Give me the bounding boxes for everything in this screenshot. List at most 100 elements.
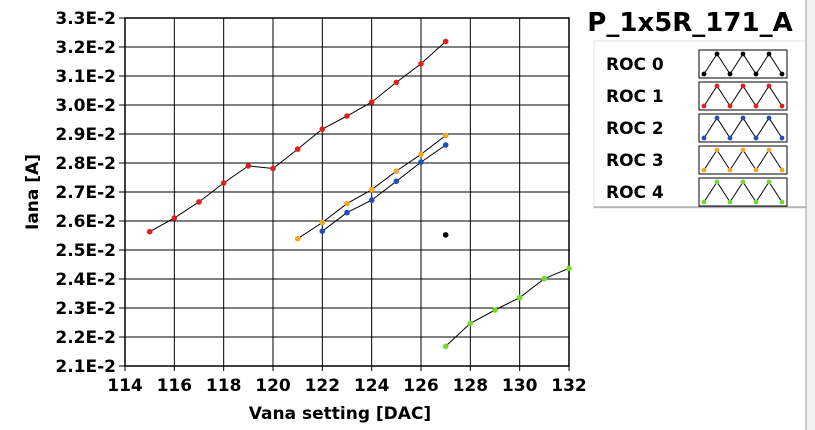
data-point	[393, 178, 400, 185]
y-tick-label: 3.2E-2	[55, 38, 116, 58]
data-point	[368, 197, 375, 203]
x-tick-label: 120	[255, 376, 291, 396]
y-tick-label: 2.3E-2	[55, 299, 116, 319]
y-tick-label: 2.7E-2	[55, 183, 116, 203]
data-point	[516, 294, 523, 301]
y-tick-label: 2.8E-2	[55, 154, 116, 174]
legend-swatch-marker	[714, 115, 720, 121]
x-axis-ticks: 114 116 118 120 122 124 126 128 130 132	[107, 366, 587, 396]
data-point	[294, 146, 301, 152]
series-roc-2	[319, 142, 449, 234]
y-axis-ticks: 2.1E-2 2.2E-2 2.3E-2 2.4E-2 2.5E-2 2.6E-2 2.7E…	[55, 9, 125, 377]
legend-swatch-marker	[727, 167, 733, 173]
legend-swatch-marker	[714, 147, 720, 153]
y-axis-title: Iana [A]	[23, 154, 43, 230]
series-roc-3	[294, 132, 449, 242]
series-line	[321, 144, 446, 232]
data-point	[344, 209, 350, 216]
legend-swatch-marker	[714, 51, 720, 57]
data-point	[368, 186, 375, 193]
x-tick-label: 122	[305, 376, 341, 396]
legend-item-roc-4[interactable]: ROC 4	[606, 177, 788, 207]
legend-item-roc-1[interactable]: ROC 1	[606, 81, 788, 111]
x-tick-label: 126	[403, 376, 439, 396]
data-point	[344, 113, 350, 119]
scrollbar[interactable]	[805, 0, 815, 430]
legend-swatch-marker	[727, 71, 733, 77]
legend-swatch-marker	[766, 83, 772, 89]
legend-label: ROC 3	[606, 151, 664, 171]
data-point	[368, 99, 375, 105]
series-roc-1	[146, 38, 449, 235]
legend-swatch-marker	[779, 71, 785, 77]
legend: ROC 0 ROC 1 ROC 2 ROC 3 ROC 4	[593, 40, 807, 209]
legend-swatch-marker	[753, 167, 759, 173]
legend-swatch-marker	[727, 199, 733, 205]
data-point	[319, 228, 326, 234]
legend-swatch-marker	[753, 199, 759, 205]
legend-swatch-marker	[740, 179, 746, 185]
legend-label: ROC 4	[606, 183, 664, 203]
legend-swatch-marker	[740, 83, 746, 89]
x-tick-label: 116	[157, 376, 193, 396]
data-point	[442, 343, 449, 350]
x-tick-label: 124	[354, 376, 390, 396]
data-point	[344, 200, 350, 207]
plot-area	[146, 38, 572, 350]
data-point	[245, 163, 252, 169]
data-point	[196, 199, 202, 205]
data-point	[393, 79, 400, 86]
legend-swatch-marker	[766, 115, 772, 121]
data-point	[220, 180, 227, 186]
data-point	[319, 126, 326, 132]
y-tick-label: 2.9E-2	[55, 125, 116, 145]
x-tick-label: 132	[551, 376, 587, 396]
data-point	[541, 275, 548, 282]
data-point	[467, 320, 474, 327]
y-tick-label: 2.4E-2	[55, 270, 116, 290]
series-roc-0	[442, 232, 449, 238]
data-point	[418, 61, 424, 67]
legend-label: ROC 1	[606, 87, 664, 107]
data-point	[393, 168, 400, 174]
x-tick-label: 114	[107, 376, 143, 396]
legend-swatch-marker	[727, 135, 733, 141]
y-tick-label: 3.3E-2	[55, 9, 116, 29]
legend-swatch-marker	[740, 115, 746, 121]
legend-swatch-marker	[701, 71, 707, 77]
data-point	[171, 215, 178, 221]
data-point	[442, 132, 449, 139]
legend-swatch-marker	[779, 135, 785, 141]
x-tick-label: 130	[502, 376, 538, 396]
legend-item-roc-2[interactable]: ROC 2	[606, 113, 788, 143]
chart-title: P_1x5R_171_A	[587, 8, 792, 38]
legend-swatch-marker	[740, 147, 746, 153]
legend-swatch-marker	[740, 51, 746, 57]
legend-swatch-marker	[701, 135, 707, 141]
legend-swatch-marker	[701, 199, 707, 205]
data-point	[270, 165, 276, 172]
legend-swatch-marker	[701, 167, 707, 173]
legend-label: ROC 2	[606, 119, 664, 139]
legend-swatch-marker	[766, 179, 772, 185]
data-point	[418, 159, 424, 165]
legend-swatch-marker	[766, 147, 772, 153]
legend-item-roc-3[interactable]: ROC 3	[606, 145, 788, 175]
data-point	[492, 307, 498, 313]
data-point	[442, 142, 449, 148]
data-point	[418, 151, 424, 158]
legend-item-roc-0[interactable]: ROC 0	[606, 49, 788, 79]
y-tick-label: 2.1E-2	[55, 357, 116, 377]
data-point	[319, 219, 326, 226]
data-point	[442, 232, 449, 238]
y-tick-label: 3.1E-2	[55, 67, 116, 87]
legend-swatch-marker	[714, 179, 720, 185]
legend-swatch-marker	[753, 103, 759, 109]
data-point	[442, 38, 449, 45]
legend-swatch-marker	[779, 167, 785, 173]
legend-swatch-marker	[766, 51, 772, 57]
legend-swatch-marker	[701, 103, 707, 109]
y-tick-label: 2.5E-2	[55, 241, 116, 261]
series-line	[445, 267, 570, 347]
legend-swatch-marker	[727, 103, 733, 109]
